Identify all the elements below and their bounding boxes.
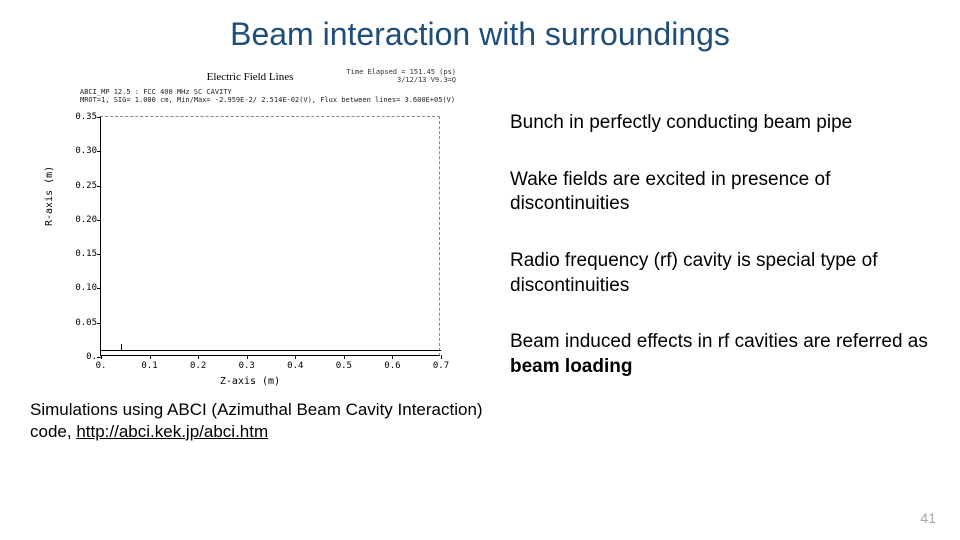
figure-meta-left: ABCI_MP 12.5 : FCC 400 MHz SC CAVITY MRO… bbox=[80, 88, 455, 105]
bullet-3: Radio frequency (rf) cavity is special t… bbox=[510, 249, 930, 298]
x-tick-label: 0.7 bbox=[433, 361, 449, 371]
figure-meta-left-2: MROT=1, SIG= 1.000 cm, Min/Max= -2.959E-… bbox=[80, 96, 455, 104]
bunch-marker bbox=[121, 344, 122, 350]
figure-caption: Simulations using ABCI (Azimuthal Beam C… bbox=[30, 399, 490, 443]
bullet-4-text: Beam induced effects in rf cavities are … bbox=[510, 331, 928, 352]
caption-link[interactable]: http://abci.kek.jp/abci.htm bbox=[76, 422, 268, 441]
figure-meta-right: Time Elapsed = 151.45 (ps) 3/12/13 V9.3=… bbox=[346, 69, 456, 84]
figure: Electric Field Lines Time Elapsed = 151.… bbox=[30, 61, 470, 391]
y-tick-label: 0.25 bbox=[57, 181, 97, 191]
page-number: 41 bbox=[920, 510, 936, 526]
x-tick-label: 0.1 bbox=[141, 361, 157, 371]
content-row: Electric Field Lines Time Elapsed = 151.… bbox=[0, 61, 960, 443]
x-tick-label: 0.4 bbox=[287, 361, 303, 371]
x-tick-label: 0.5 bbox=[336, 361, 352, 371]
beam-pipe-line bbox=[101, 350, 441, 351]
x-tick-label: 0. bbox=[96, 361, 107, 371]
plot-area: 0.0.050.100.150.200.250.300.350.0.10.20.… bbox=[100, 116, 440, 356]
left-column: Electric Field Lines Time Elapsed = 151.… bbox=[30, 61, 490, 443]
slide-title: Beam interaction with surroundings bbox=[0, 0, 960, 61]
bullet-4-bold: beam loading bbox=[510, 356, 632, 377]
y-tick-label: 0.15 bbox=[57, 249, 97, 259]
x-tick-label: 0.2 bbox=[190, 361, 206, 371]
bullet-4: Beam induced effects in rf cavities are … bbox=[510, 330, 930, 379]
x-axis-label: Z-axis (m) bbox=[30, 376, 470, 387]
x-tick-label: 0.6 bbox=[384, 361, 400, 371]
bullet-2: Wake fields are excited in presence of d… bbox=[510, 168, 930, 217]
y-axis-label: R-axis (m) bbox=[44, 166, 55, 226]
y-tick-label: 0.35 bbox=[57, 112, 97, 122]
figure-meta-right-2: 3/12/13 V9.3=Q bbox=[346, 77, 456, 85]
figure-meta-left-1: ABCI_MP 12.5 : FCC 400 MHz SC CAVITY bbox=[80, 88, 455, 96]
y-tick-label: 0.05 bbox=[57, 318, 97, 328]
y-tick-label: 0. bbox=[57, 352, 97, 362]
right-column: Bunch in perfectly conducting beam pipe … bbox=[510, 61, 930, 443]
y-tick-label: 0.10 bbox=[57, 283, 97, 293]
bullet-1: Bunch in perfectly conducting beam pipe bbox=[510, 111, 930, 136]
y-tick-label: 0.20 bbox=[57, 215, 97, 225]
y-tick-label: 0.30 bbox=[57, 146, 97, 156]
x-tick-label: 0.3 bbox=[239, 361, 255, 371]
